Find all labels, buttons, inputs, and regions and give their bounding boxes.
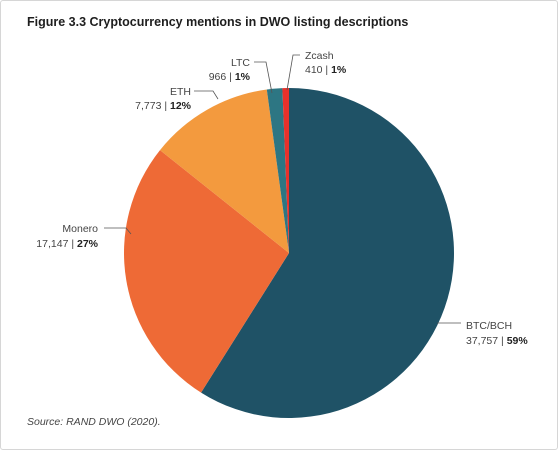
leader-line-zcash <box>286 54 300 91</box>
slice-label-value-btc-bch: 37,757 | 59% <box>466 335 528 347</box>
slice-percent-ltc: 1% <box>235 71 251 83</box>
chart-title: Figure 3.3 Cryptocurrency mentions in DW… <box>27 15 409 29</box>
slice-value-zcash: 410 | <box>305 64 331 76</box>
slice-label-name-ltc: LTC <box>231 57 250 69</box>
leader-line-eth <box>194 90 219 100</box>
slice-labels: BTC/BCH 37,757 | 59% Monero 17,147 | 27% ETH… <box>36 50 528 347</box>
pie-slices <box>124 87 455 418</box>
slice-label-name-btc-bch: BTC/BCH <box>466 320 512 332</box>
slice-value-ltc: 966 | <box>209 71 235 83</box>
slice-label-value-ltc: 966 | 1% <box>209 71 251 83</box>
pie-slice-monero <box>124 150 289 393</box>
pie-slice-zcash <box>282 87 289 253</box>
pie-slice-eth <box>160 89 289 253</box>
slice-percent-zcash: 1% <box>331 64 347 76</box>
slice-label-value-monero: 17,147 | 27% <box>36 238 98 250</box>
slice-value-monero: 17,147 | <box>36 238 77 250</box>
source-note: Source: RAND DWO (2020). <box>27 416 161 428</box>
slice-percent-monero: 27% <box>77 238 99 250</box>
slice-label-value-zcash: 410 | 1% <box>305 64 347 76</box>
leader-line-ltc <box>254 61 273 94</box>
slice-percent-btc-bch: 59% <box>507 335 529 347</box>
slice-percent-eth: 12% <box>170 100 192 112</box>
slice-label-name-eth: ETH <box>170 86 191 98</box>
slice-value-btc-bch: 37,757 | <box>466 335 507 347</box>
slice-value-eth: 7,773 | <box>135 100 170 112</box>
slice-label-name-zcash: Zcash <box>305 50 334 62</box>
pie-slice-ltc <box>266 88 289 253</box>
pie-slice-btc-bch <box>201 88 455 418</box>
slice-label-name-monero: Monero <box>62 223 98 235</box>
leader-line-monero <box>104 227 132 235</box>
slice-label-value-eth: 7,773 | 12% <box>135 100 192 112</box>
leader-lines <box>104 54 461 324</box>
